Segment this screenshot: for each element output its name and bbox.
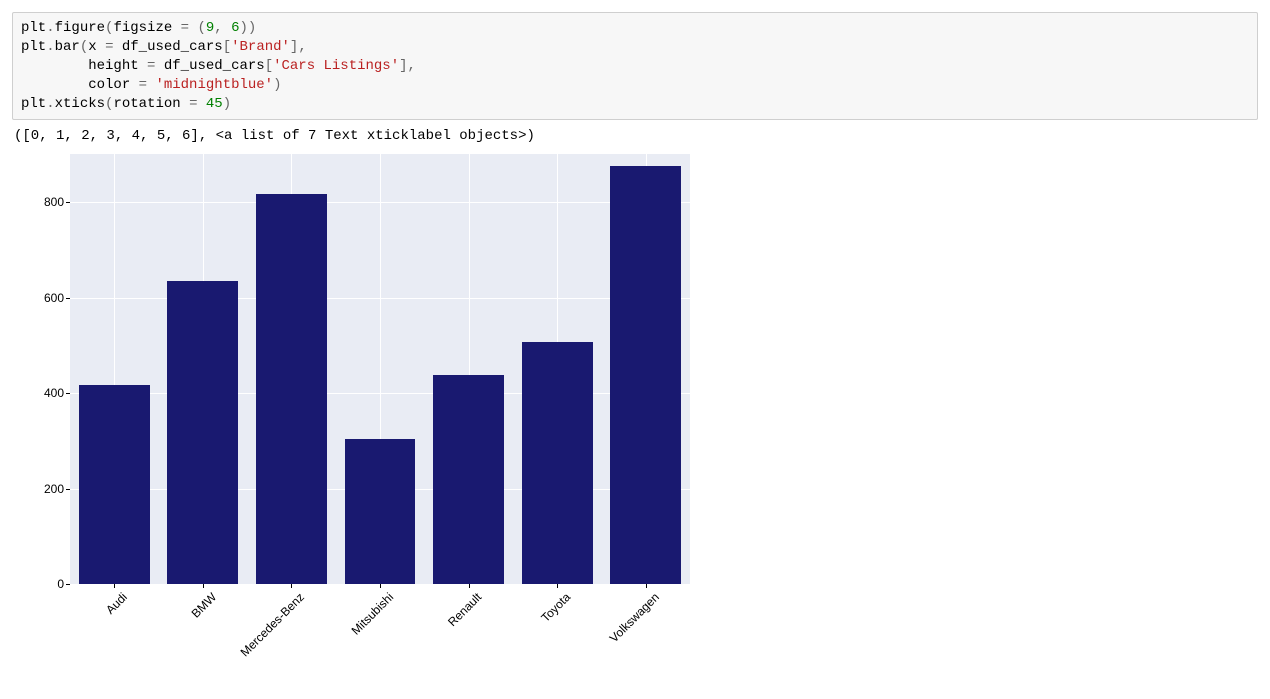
- xtick-label: Renault: [445, 590, 484, 629]
- chart-plot-area: 0200400600800AudiBMWMercedes-BenzMitsubi…: [70, 154, 690, 584]
- bar: [345, 439, 416, 585]
- code-token: [130, 77, 138, 93]
- bar: [433, 375, 504, 584]
- code-token: ): [273, 77, 281, 93]
- code-token: (: [80, 39, 88, 55]
- code-token: (: [197, 20, 205, 36]
- ytick-mark: [66, 298, 70, 299]
- code-token: .: [46, 39, 54, 55]
- code-token: [172, 20, 180, 36]
- code-token: figsize: [113, 20, 172, 36]
- chart-figure: 0200400600800AudiBMWMercedes-BenzMitsubi…: [16, 154, 690, 584]
- xtick-label: Volkswagen: [606, 590, 661, 645]
- ytick-mark: [66, 489, 70, 490]
- code-token: rotation: [113, 96, 180, 112]
- code-token: plt: [21, 96, 46, 112]
- code-token: color: [88, 77, 130, 93]
- ytick-mark: [66, 202, 70, 203]
- ytick-label: 800: [32, 195, 64, 209]
- code-token: [223, 20, 231, 36]
- code-line: color = 'midnightblue'): [21, 76, 1249, 95]
- code-token: df_used_cars: [122, 39, 223, 55]
- code-token: [181, 96, 189, 112]
- code-token: [113, 39, 121, 55]
- code-token: [21, 58, 88, 74]
- bar: [167, 281, 238, 584]
- code-token: height: [88, 58, 138, 74]
- bar: [610, 166, 681, 584]
- xtick-mark: [557, 584, 558, 588]
- code-token: figure: [55, 20, 105, 36]
- code-line: plt.bar(x = df_used_cars['Brand'],: [21, 38, 1249, 57]
- xtick-label: Audi: [103, 590, 130, 617]
- code-token: [155, 58, 163, 74]
- code-token: bar: [55, 39, 80, 55]
- xtick-label: BMW: [188, 590, 219, 621]
- code-token: ,: [298, 39, 306, 55]
- code-line: plt.xticks(rotation = 45): [21, 95, 1249, 114]
- xtick-mark: [291, 584, 292, 588]
- xtick-mark: [646, 584, 647, 588]
- code-token: plt: [21, 20, 46, 36]
- ytick-label: 400: [32, 386, 64, 400]
- code-token: ,: [214, 20, 222, 36]
- code-line: plt.figure(figsize = (9, 6)): [21, 19, 1249, 38]
- code-token: 'Brand': [231, 39, 290, 55]
- xtick-label: Mitsubishi: [348, 590, 396, 638]
- ytick-label: 600: [32, 291, 64, 305]
- code-token: [: [223, 39, 231, 55]
- output-repr: ([0, 1, 2, 3, 4, 5, 6], <a list of 7 Tex…: [12, 120, 1258, 148]
- ytick-label: 0: [32, 577, 64, 591]
- code-token: .: [46, 96, 54, 112]
- xtick-label: Toyota: [538, 590, 573, 625]
- code-token: [97, 39, 105, 55]
- code-token: 45: [206, 96, 223, 112]
- code-token: [: [265, 58, 273, 74]
- xtick-mark: [380, 584, 381, 588]
- code-token: ): [240, 20, 248, 36]
- code-token: =: [181, 20, 189, 36]
- code-token: ): [223, 96, 231, 112]
- code-token: df_used_cars: [164, 58, 265, 74]
- code-token: [197, 96, 205, 112]
- code-token: 'midnightblue': [155, 77, 273, 93]
- xtick-label: Mercedes-Benz: [238, 590, 307, 659]
- xtick-mark: [469, 584, 470, 588]
- ytick-mark: [66, 584, 70, 585]
- code-token: [139, 58, 147, 74]
- code-token: x: [88, 39, 96, 55]
- code-token: xticks: [55, 96, 105, 112]
- bar: [256, 194, 327, 585]
- ytick-label: 200: [32, 482, 64, 496]
- xtick-mark: [114, 584, 115, 588]
- bar: [79, 385, 150, 585]
- xtick-mark: [203, 584, 204, 588]
- bar: [522, 342, 593, 585]
- code-token: [21, 77, 88, 93]
- ytick-mark: [66, 393, 70, 394]
- code-token: .: [46, 20, 54, 36]
- code-line: height = df_used_cars['Cars Listings'],: [21, 57, 1249, 76]
- code-token: 'Cars Listings': [273, 58, 399, 74]
- code-token: ]: [399, 58, 407, 74]
- code-cell[interactable]: plt.figure(figsize = (9, 6))plt.bar(x = …: [12, 12, 1258, 120]
- code-token: ,: [408, 58, 416, 74]
- code-token: ): [248, 20, 256, 36]
- code-token: 6: [231, 20, 239, 36]
- code-token: plt: [21, 39, 46, 55]
- code-token: =: [139, 77, 147, 93]
